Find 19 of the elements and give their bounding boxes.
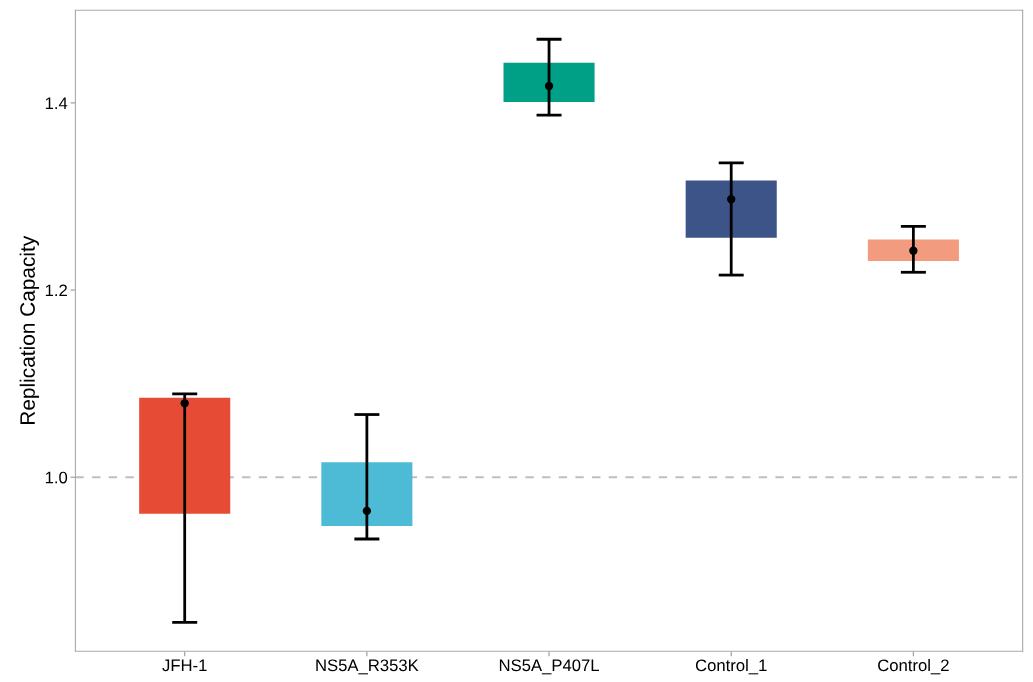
- bar: [503, 62, 595, 102]
- point: [727, 195, 736, 204]
- bar: [139, 397, 231, 514]
- point: [544, 81, 554, 91]
- y-tick-label: 1.2: [45, 284, 67, 297]
- point: [362, 506, 372, 516]
- point: [909, 246, 918, 255]
- x-tick-label: Control_2: [878, 658, 949, 675]
- y-axis-title: Replication Capacity: [19, 235, 40, 425]
- x-tick-label: NS5A_R353K: [316, 659, 419, 675]
- x-tick-label: NS5A_P407L: [499, 659, 599, 675]
- y-tick-label: 1.0: [45, 471, 68, 484]
- x-tick-label: JFH-1: [162, 659, 207, 672]
- bar: [321, 462, 413, 526]
- x-tick-label: Control_1: [695, 658, 767, 675]
- point: [180, 399, 189, 408]
- bar: [867, 239, 959, 262]
- y-tick-label: 1.4: [45, 97, 68, 109]
- bar: [685, 180, 777, 238]
